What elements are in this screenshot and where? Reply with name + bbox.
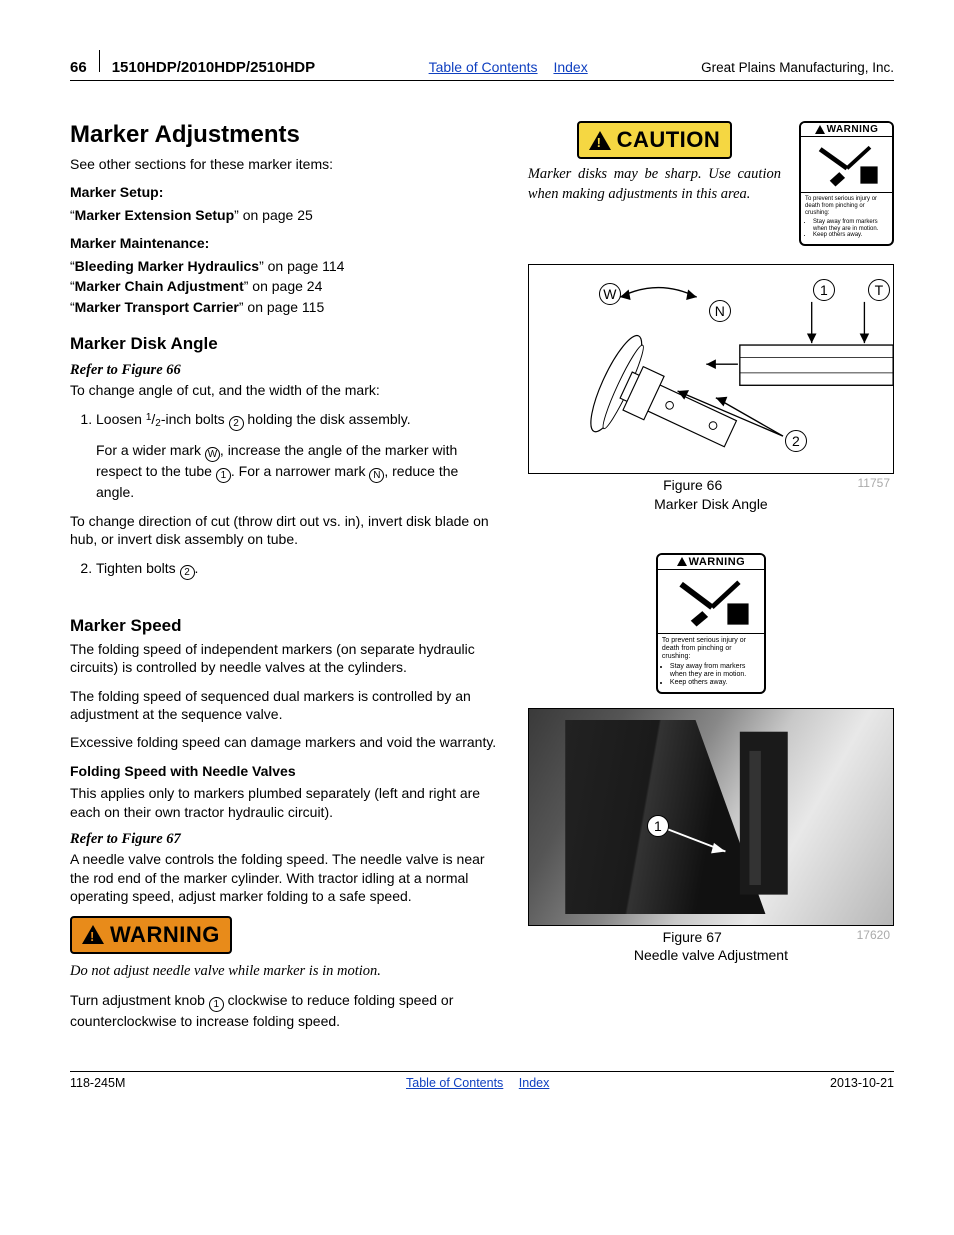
- warning-placard-small: WARNING To prevent serious injury or dea…: [799, 121, 894, 246]
- placard-triangle-icon: [815, 125, 825, 134]
- caution-sign: CAUTION: [528, 121, 781, 159]
- ref-bold: Marker Extension Setup: [75, 207, 235, 223]
- fig66-refno: 11757: [858, 476, 890, 492]
- footer-index-link[interactable]: Index: [519, 1076, 550, 1090]
- fig67-callout-1: 1: [647, 815, 669, 837]
- ref-post: ” on page 25: [234, 207, 313, 223]
- callout-2b-inline: 2: [180, 565, 195, 580]
- fig67-refno: 17620: [857, 928, 890, 944]
- index-link[interactable]: Index: [553, 59, 587, 75]
- footer-left: 118-245M: [70, 1076, 125, 1090]
- section-title: Marker Adjustments: [70, 121, 500, 149]
- caution-label: CAUTION: [617, 127, 721, 153]
- caution-triangle-icon: [589, 131, 611, 150]
- fig66-caption-block: 11757 Figure 66 Marker Disk Angle: [528, 476, 894, 512]
- fig67-caption-block: 17620 Figure 67 Needle valve Adjustment: [528, 928, 894, 964]
- placard2-text: To prevent serious injury or death from …: [658, 634, 764, 692]
- steps-list-2: Tighten bolts 2.: [70, 559, 500, 580]
- warning-placard-large: WARNING To prevent serious injury or dea…: [656, 553, 766, 694]
- header-center: Table of Contents Index: [423, 59, 594, 75]
- placard-text: To prevent serious injury or death from …: [801, 193, 892, 244]
- fold-header: Folding Speed with Needle Valves: [70, 762, 500, 780]
- header-rule: [70, 80, 894, 81]
- maint-ref-2: “Marker Transport Carrier” on page 115: [70, 298, 500, 316]
- marker-maint-header: Marker Maintenance:: [70, 234, 500, 252]
- footer-center: Table of Contents Index: [400, 1076, 555, 1090]
- speed-p2: The folding speed of sequenced dual mark…: [70, 687, 500, 724]
- figure-67: 1: [528, 708, 894, 926]
- speed-p3: Excessive folding speed can damage marke…: [70, 733, 500, 751]
- disk-angle-header: Marker Disk Angle: [70, 334, 500, 354]
- fold-p1: This applies only to markers plumbed sep…: [70, 784, 500, 821]
- warning-text: Do not adjust needle valve while marker …: [70, 962, 500, 982]
- warning-sign: WARNING: [70, 916, 500, 954]
- marker-setup-ref: “Marker Extension Setup” on page 25: [70, 206, 500, 224]
- step-2: Tighten bolts 2.: [96, 559, 500, 580]
- marker-speed-header: Marker Speed: [70, 616, 500, 636]
- turn-knob-text: Turn adjustment knob 1 clockwise to redu…: [70, 991, 500, 1030]
- warning-triangle-icon: [82, 925, 104, 944]
- fig66-label: Figure 66: [663, 477, 722, 493]
- refer-fig66: Refer to Figure 66: [70, 362, 500, 379]
- wider-note: For a wider mark W, increase the angle o…: [96, 441, 500, 502]
- marker-setup-header: Marker Setup:: [70, 183, 500, 201]
- direction-note: To change direction of cut (throw dirt o…: [70, 512, 500, 549]
- company-name: Great Plains Manufacturing, Inc.: [701, 60, 894, 75]
- callout-W-inline: W: [205, 447, 220, 462]
- page-number: 66: [70, 59, 87, 76]
- step-1: Loosen 1/2-inch bolts 2 holding the disk…: [96, 410, 500, 431]
- placard2-pictogram: [658, 570, 764, 634]
- placard2-triangle-icon: [677, 557, 687, 566]
- fig67-label: Figure 67: [663, 929, 722, 945]
- maint-ref-0: “Bleeding Marker Hydraulics” on page 114: [70, 257, 500, 275]
- speed-p1: The folding speed of independent markers…: [70, 640, 500, 677]
- fold-p2: A needle valve controls the folding spee…: [70, 850, 500, 905]
- intro-text: See other sections for these marker item…: [70, 155, 500, 173]
- change-angle-intro: To change angle of cut, and the width of…: [70, 381, 500, 399]
- placard-header: WARNING: [827, 124, 879, 135]
- model-number: 1510HDP/2010HDP/2510HDP: [112, 59, 315, 76]
- fig67-caption: Needle valve Adjustment: [634, 947, 788, 963]
- fig66-caption: Marker Disk Angle: [654, 496, 768, 512]
- page-footer: 118-245M Table of Contents Index 2013-10…: [70, 1071, 894, 1090]
- refer-fig67: Refer to Figure 67: [70, 831, 500, 848]
- caution-text: Marker disks may be sharp. Use caution w…: [528, 165, 781, 204]
- placard-pictogram: [801, 137, 892, 193]
- callout-1b-inline: 1: [209, 997, 224, 1012]
- callout-2-inline: 2: [229, 416, 244, 431]
- placard2-header: WARNING: [689, 556, 746, 568]
- callout-N-inline: N: [369, 468, 384, 483]
- footer-toc-link[interactable]: Table of Contents: [406, 1076, 503, 1090]
- header-divider: [99, 50, 100, 72]
- callout-1-inline: 1: [216, 468, 231, 483]
- figure-66: W N 1 T 2: [528, 264, 894, 474]
- page-header: 66 1510HDP/2010HDP/2510HDP Table of Cont…: [70, 50, 894, 76]
- toc-link[interactable]: Table of Contents: [429, 59, 538, 75]
- steps-list: Loosen 1/2-inch bolts 2 holding the disk…: [70, 410, 500, 431]
- maint-ref-1: “Marker Chain Adjustment” on page 24: [70, 277, 500, 295]
- warning-label: WARNING: [110, 922, 220, 948]
- footer-right: 2013-10-21: [830, 1076, 894, 1090]
